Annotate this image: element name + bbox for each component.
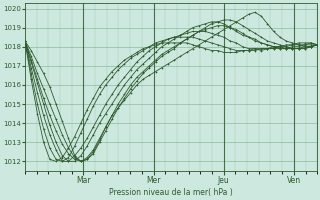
X-axis label: Pression niveau de la mer( hPa ): Pression niveau de la mer( hPa ) bbox=[109, 188, 233, 197]
